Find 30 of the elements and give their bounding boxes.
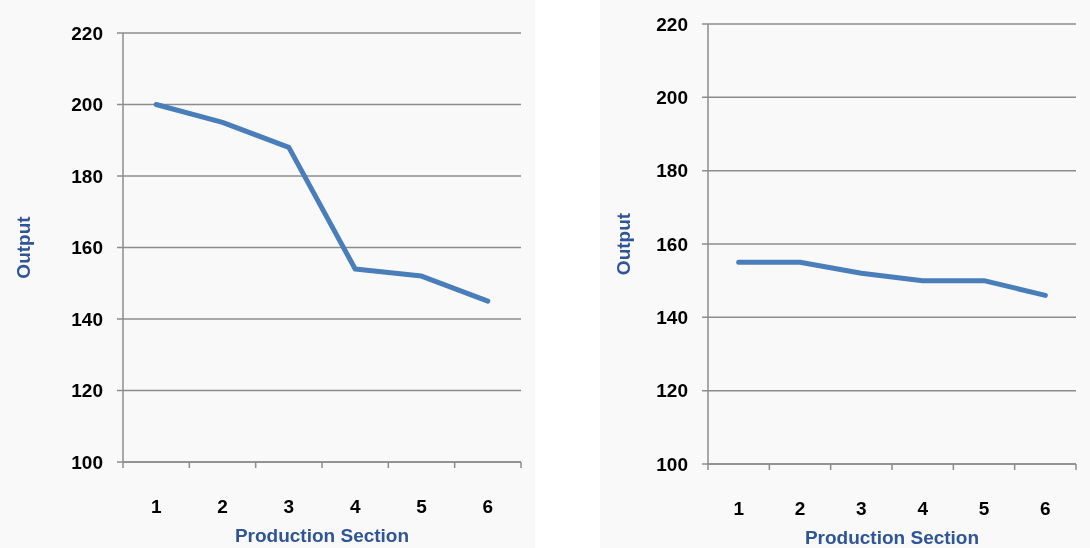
x-tick-label: 5 bbox=[978, 497, 990, 519]
y-axis-title: Output bbox=[613, 212, 634, 276]
x-tick-label: 3 bbox=[283, 495, 295, 517]
x-axis-title: Production Section bbox=[804, 526, 980, 548]
y-tick-label: 200 bbox=[71, 94, 103, 116]
x-tick-label: 4 bbox=[349, 495, 361, 517]
x-tick-label: 1 bbox=[150, 495, 162, 517]
x-axis-title: Production Section bbox=[234, 524, 410, 546]
x-tick-label: 3 bbox=[856, 497, 867, 519]
y-axis-title: Output bbox=[13, 215, 34, 279]
y-tick-label: 140 bbox=[656, 306, 688, 328]
x-tick-label: 2 bbox=[794, 497, 806, 519]
y-tick-label: 100 bbox=[71, 451, 103, 473]
x-tick-label: 1 bbox=[733, 497, 745, 519]
y-tick-label: 220 bbox=[71, 22, 103, 44]
y-tick-label: 120 bbox=[656, 380, 688, 402]
x-tick-label: 2 bbox=[217, 495, 228, 517]
y-tick-label: 160 bbox=[71, 237, 103, 259]
x-tick-label: 6 bbox=[482, 495, 494, 517]
x-tick-label: 4 bbox=[917, 497, 929, 519]
y-tick-label: 200 bbox=[656, 86, 688, 108]
y-tick-label: 180 bbox=[656, 160, 688, 182]
y-tick-label: 180 bbox=[71, 165, 103, 187]
x-tick-label: 5 bbox=[416, 495, 428, 517]
y-tick-label: 140 bbox=[71, 308, 103, 330]
y-tick-label: 160 bbox=[656, 233, 688, 255]
y-tick-label: 120 bbox=[71, 380, 103, 402]
y-tick-label: 220 bbox=[656, 13, 688, 35]
y-tick-label: 100 bbox=[656, 453, 688, 475]
x-tick-label: 6 bbox=[1040, 497, 1051, 519]
